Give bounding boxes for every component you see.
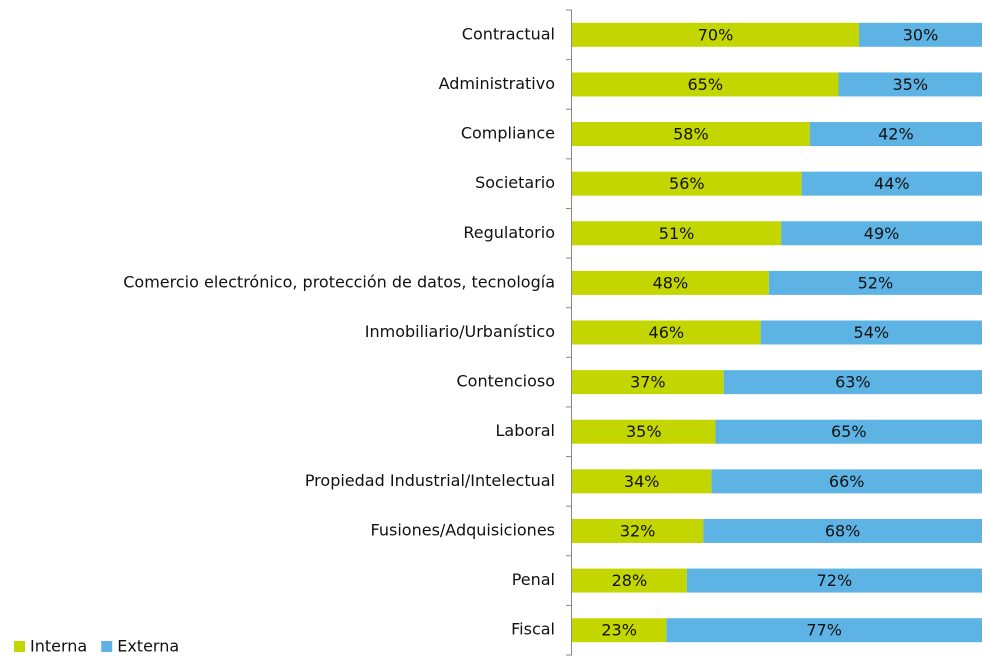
data-label: 23% (601, 621, 637, 640)
data-label: 58% (673, 125, 709, 144)
bar-segment (686, 568, 982, 593)
bar-segment (711, 469, 982, 494)
bar-segment (781, 221, 982, 246)
data-label: 66% (829, 472, 865, 491)
category-label: Regulatorio (463, 223, 555, 242)
data-label: 35% (892, 75, 928, 94)
bar-segment (666, 618, 982, 643)
data-label: 35% (626, 422, 662, 441)
bar-segment (723, 370, 982, 395)
bar-segment (572, 22, 859, 47)
data-label: 42% (878, 125, 914, 144)
bar-segment (859, 22, 982, 47)
category-label: Administrativo (439, 74, 555, 93)
data-label: 49% (864, 224, 900, 243)
bar-segment (768, 270, 982, 295)
category-label: Contractual (462, 24, 555, 43)
category-label: Laboral (496, 421, 556, 440)
bar-segment (703, 518, 982, 543)
bar-segment (715, 419, 982, 444)
legend-label: Externa (117, 637, 179, 656)
data-label: 68% (825, 521, 861, 540)
category-label: Inmobiliario/Urbanístico (365, 322, 555, 341)
data-label: 48% (653, 273, 689, 292)
bar-segment (572, 618, 667, 643)
legend-swatch (101, 641, 113, 652)
category-label: Fusiones/Adquisiciones (371, 520, 555, 539)
legend-swatch (14, 641, 25, 652)
data-label: 46% (649, 323, 685, 342)
data-label: 70% (698, 25, 734, 44)
bar-segment (572, 568, 687, 593)
data-label: 28% (612, 571, 648, 590)
data-label: 65% (831, 422, 867, 441)
data-label: 32% (620, 521, 656, 540)
bar-segment (572, 320, 761, 345)
data-label: 37% (630, 373, 666, 392)
data-label: 52% (858, 273, 894, 292)
data-label: 65% (687, 75, 723, 94)
bar-segment (838, 72, 982, 97)
category-label: Compliance (461, 124, 555, 143)
bar-segment (572, 122, 810, 147)
data-label: 72% (817, 571, 853, 590)
data-label: 44% (874, 174, 910, 193)
bar-segment (572, 171, 802, 196)
legend-label: Interna (30, 637, 87, 656)
data-label: 56% (669, 174, 705, 193)
category-label: Societario (475, 173, 555, 192)
bar-segment (572, 469, 712, 494)
data-label: 77% (806, 621, 842, 640)
bar-segment (572, 419, 716, 444)
category-label: Contencioso (456, 372, 555, 391)
data-label: 34% (624, 472, 660, 491)
category-label: Fiscal (511, 620, 555, 639)
bar-segment (809, 122, 982, 147)
category-label: Comercio electrónico, protección de dato… (123, 272, 555, 291)
category-label: Penal (512, 570, 555, 589)
data-label: 30% (903, 25, 939, 44)
data-label: 51% (659, 224, 695, 243)
bar-segment (572, 518, 704, 543)
bar-segment (801, 171, 982, 196)
category-label: Propiedad Industrial/Intelectual (305, 471, 555, 490)
bar-segment (572, 370, 724, 395)
data-label: 63% (835, 373, 871, 392)
bar-segment (572, 270, 769, 295)
bar-segment (760, 320, 982, 345)
bar-segment (572, 72, 839, 97)
bar-segment (572, 221, 782, 246)
data-label: 54% (854, 323, 890, 342)
